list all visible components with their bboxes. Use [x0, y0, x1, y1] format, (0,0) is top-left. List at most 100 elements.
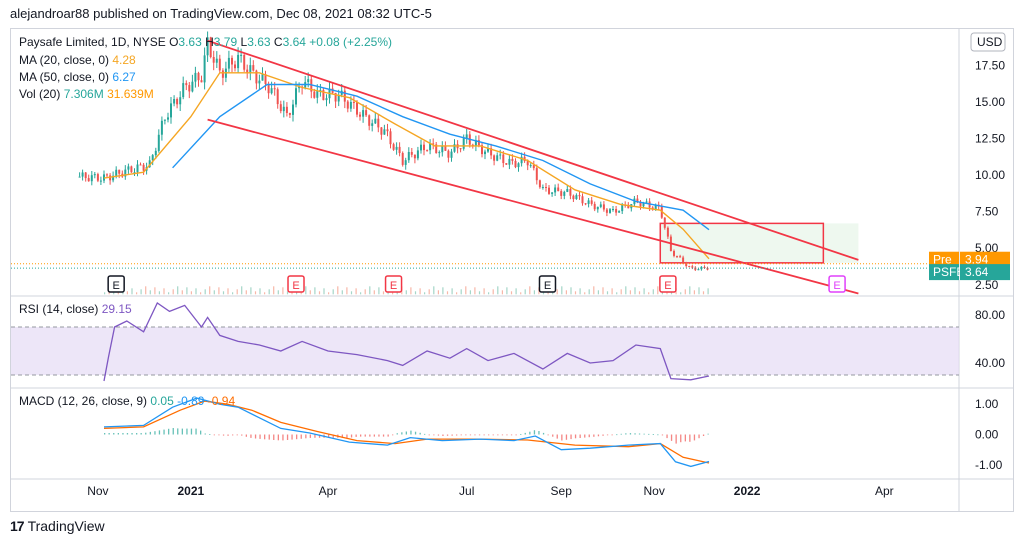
- candle-body: [87, 178, 90, 182]
- earnings-marker-label: E: [833, 280, 840, 292]
- candle-body: [572, 195, 575, 200]
- volume-bar: [346, 287, 348, 295]
- volume-bar: [606, 291, 609, 295]
- volume-bar: [570, 287, 572, 295]
- volume-bar: [318, 291, 321, 295]
- candle-body: [273, 88, 276, 90]
- candle-body: [313, 91, 316, 98]
- candle-body: [450, 151, 453, 158]
- price-tick-label: 10.00: [975, 168, 1005, 182]
- volume-bar: [456, 292, 458, 295]
- currency-badge[interactable]: USD: [970, 32, 1006, 52]
- earnings-marker[interactable]: E: [107, 275, 125, 293]
- price-tick-label: 17.50: [975, 59, 1005, 73]
- candle-body: [426, 150, 429, 152]
- macd-histogram-bar: [264, 434, 266, 440]
- volume-bar: [433, 286, 435, 295]
- volume-bar: [158, 291, 160, 295]
- volume-bar: [460, 289, 462, 295]
- macd-histogram-bar: [469, 434, 472, 436]
- macd-histogram-bar: [629, 433, 632, 435]
- price-tick-label: 15.00: [975, 95, 1005, 109]
- candle-body: [407, 152, 410, 161]
- macd-histogram-bar: [355, 434, 357, 437]
- volume-bar: [625, 286, 627, 295]
- macd-histogram-bar: [497, 434, 499, 436]
- candle-body: [362, 110, 365, 117]
- candle-body: [538, 180, 541, 188]
- earnings-marker[interactable]: E: [828, 275, 846, 293]
- volume-bar: [341, 290, 343, 295]
- volume-bar: [648, 292, 650, 295]
- candle-body: [557, 187, 560, 192]
- volume-bar: [282, 287, 284, 295]
- candle-body: [389, 131, 392, 145]
- earnings-marker[interactable]: E: [384, 275, 403, 293]
- candle-body: [322, 89, 325, 101]
- volume-bar: [104, 292, 106, 295]
- volume-bar: [200, 292, 202, 295]
- macd-histogram-bar: [702, 434, 705, 436]
- macd-histogram-bar: [675, 434, 677, 444]
- candle-body: [182, 83, 185, 98]
- volume-bar: [309, 290, 311, 295]
- candle-body: [435, 144, 438, 154]
- publish-header: alejandroar88 published on TradingView.c…: [10, 6, 432, 21]
- earnings-marker-label: E: [292, 280, 299, 292]
- macd-tick-label: 1.00: [975, 397, 999, 411]
- volume-bar: [478, 291, 481, 295]
- channel-upper-line[interactable]: [207, 39, 859, 261]
- volume-bar: [168, 292, 170, 295]
- macd-histogram-bar: [341, 434, 343, 438]
- candle-body: [481, 145, 483, 155]
- macd-histogram-bar: [638, 433, 641, 435]
- macd-histogram-bar: [392, 434, 394, 436]
- candle-body: [602, 204, 605, 210]
- candle-body: [148, 160, 151, 168]
- candle-body: [685, 262, 688, 266]
- volume-bar: [369, 286, 371, 295]
- earnings-marker[interactable]: E: [538, 275, 557, 293]
- macd-histogram-bar: [245, 434, 247, 437]
- macd-histogram-bar: [122, 433, 124, 435]
- candle-body: [374, 118, 377, 124]
- candle-body: [682, 257, 685, 263]
- macd-histogram-bar: [305, 434, 307, 439]
- volume-bar: [410, 287, 412, 295]
- macd-histogram-bar: [163, 429, 165, 435]
- macd-histogram-bar: [131, 433, 133, 435]
- candle-body: [605, 209, 608, 213]
- earnings-marker[interactable]: E: [287, 275, 305, 293]
- candle-body: [160, 120, 163, 135]
- candle-body: [514, 160, 517, 168]
- volume-bar: [597, 290, 599, 295]
- chart-frame: 2.50 5.00 7.50 10.00 12.50 15.00 17.50 USD Pre 3.…: [10, 28, 1014, 512]
- volume-bar: [428, 289, 430, 295]
- macd-histogram-bar: [273, 434, 275, 440]
- macd-histogram-bar: [707, 433, 709, 435]
- macd-histogram-bar: [241, 434, 243, 436]
- macd-histogram-bar: [314, 434, 316, 438]
- volume-bar: [638, 291, 641, 295]
- ma20-line: [103, 72, 710, 260]
- rsi-tick-label: 80.00: [975, 308, 1005, 322]
- volume-bar: [332, 289, 334, 295]
- candle-body: [560, 191, 563, 196]
- candle-body: [383, 129, 386, 135]
- volume-bar: [465, 286, 467, 295]
- macd-histogram-bar: [104, 433, 106, 435]
- channel-lower-line[interactable]: [207, 118, 859, 295]
- volume-bar: [446, 291, 449, 295]
- candle-body: [636, 198, 639, 203]
- macd-histogram-bar: [140, 433, 142, 435]
- candle-body: [212, 57, 215, 63]
- candle-body: [621, 204, 624, 212]
- earnings-marker[interactable]: E: [659, 275, 677, 293]
- candle-body: [93, 174, 96, 176]
- macd-histogram-bar: [488, 434, 490, 436]
- candle-body: [703, 266, 706, 268]
- macd-line: [103, 397, 710, 468]
- macd-histogram-bar: [670, 434, 673, 441]
- macd-histogram-bar: [648, 433, 650, 435]
